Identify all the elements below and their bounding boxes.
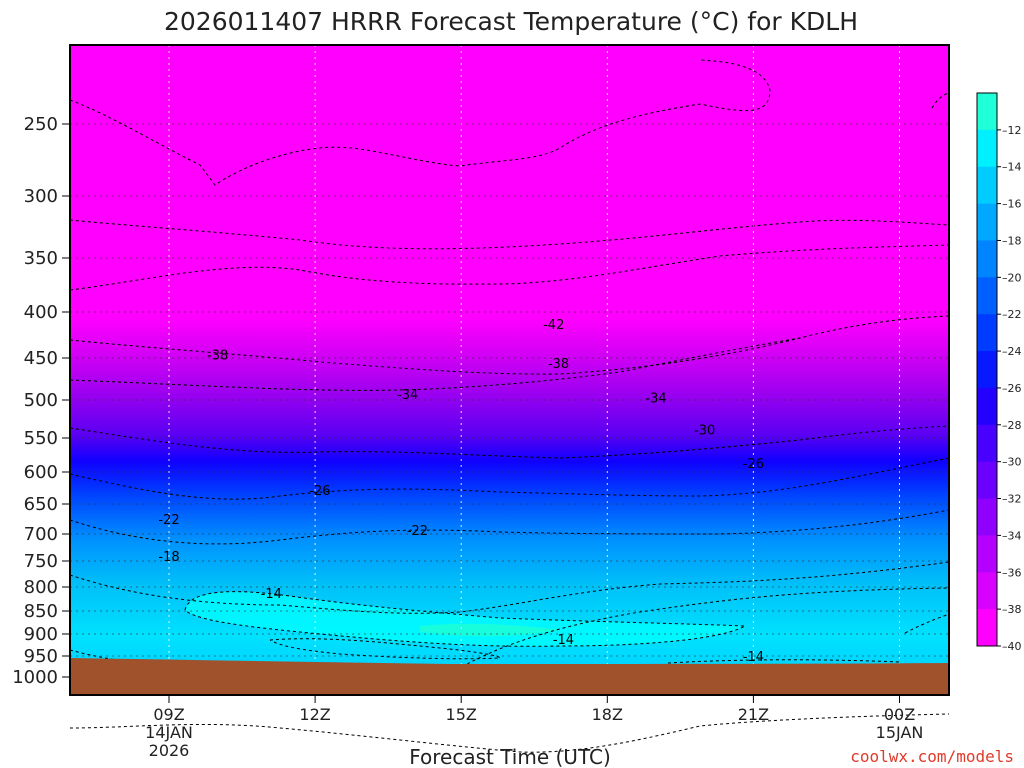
cold-core-region xyxy=(185,591,745,647)
colorbar-swatch xyxy=(977,93,997,131)
x-tick-label: 12Z xyxy=(299,705,330,724)
contour-labels: -42 -38 -38 -34 -34 -30 -26 -26 -22 -22 -18 -14 -14 -… xyxy=(158,318,764,665)
contour-label: -22 xyxy=(407,524,428,539)
contour-label: -18 xyxy=(158,550,179,565)
x-tick-label: 21Z xyxy=(738,705,769,724)
contour-label: -38 xyxy=(207,348,228,363)
colorbar-tick-label: –28 xyxy=(1002,419,1022,432)
isotherm-line xyxy=(69,561,950,614)
contour-label: -26 xyxy=(743,457,764,472)
y-tick-label: 900 xyxy=(24,624,58,645)
colorbar-swatch xyxy=(977,277,997,315)
colorbar-swatch xyxy=(977,240,997,278)
x-tick-label: 18Z xyxy=(592,705,623,724)
grid-lines xyxy=(70,45,949,695)
isotherm-line xyxy=(931,92,950,109)
colorbar-tick-label: –34 xyxy=(1002,529,1022,542)
isotherm-line xyxy=(69,457,950,500)
plot-frame xyxy=(69,44,950,696)
contour-label: -42 xyxy=(543,318,564,333)
terrain-fill xyxy=(70,658,949,695)
x-tick-sublabel: 2026 xyxy=(149,741,190,760)
cold-core-outer xyxy=(185,591,745,647)
contour-label: -26 xyxy=(309,484,330,499)
colorbar-tick-label: –40 xyxy=(1002,640,1022,653)
y-tick-label: 650 xyxy=(24,494,58,515)
y-tick-label: 350 xyxy=(24,248,58,269)
x-tick-label: 15Z xyxy=(446,705,477,724)
isotherm-line xyxy=(184,591,747,647)
colorbar-swatch xyxy=(977,351,997,389)
colorbar-tick-label: –14 xyxy=(1002,161,1022,174)
y-axis: 2503003504004505005506006507007508008509… xyxy=(12,114,70,688)
isotherm-line xyxy=(69,713,950,753)
y-tick-label: 750 xyxy=(24,551,58,572)
colorbar-swatch xyxy=(977,129,997,168)
isotherm-line xyxy=(69,219,950,250)
colorbar-swatch xyxy=(977,609,997,647)
y-tick-label: 400 xyxy=(24,302,58,323)
contour-lines xyxy=(69,59,950,753)
y-tick-label: 500 xyxy=(24,390,58,411)
colorbar-tick-label: –18 xyxy=(1002,234,1022,247)
colorbar-swatch xyxy=(977,203,997,241)
isotherm-line xyxy=(69,315,950,375)
credit-text: coolwx.com/models xyxy=(850,747,1014,766)
colorbar-swatch xyxy=(977,314,997,352)
colorbar-swatch xyxy=(977,166,997,205)
isotherm-line xyxy=(667,659,901,664)
colorbar-swatch xyxy=(977,424,997,463)
x-tick-label: 00Z xyxy=(884,705,915,724)
contour-label: -22 xyxy=(158,513,179,528)
contour-label: -38 xyxy=(548,357,569,372)
y-tick-label: 950 xyxy=(24,646,58,667)
contour-label: -14 xyxy=(261,587,282,602)
colorbar: –12 –14 –16 –18 –20 –22 –24 –26 –28 –30 –32 –34 –36 –… xyxy=(976,92,1022,653)
colorbar-tick-label: –16 xyxy=(1002,198,1022,211)
x-tick-label: 09Z xyxy=(153,705,184,724)
colorbar-swatch xyxy=(977,572,997,610)
y-tick-label: 450 xyxy=(24,348,58,369)
chart-title: 2026011407 HRRR Forecast Temperature (°C… xyxy=(164,7,858,36)
colorbar-frame xyxy=(976,92,998,647)
colorbar-tick-label: –30 xyxy=(1002,456,1022,469)
contour-label: -34 xyxy=(397,388,418,403)
x-axis-label: Forecast Time (UTC) xyxy=(409,745,611,768)
y-tick-label: 300 xyxy=(24,186,58,207)
colorbar-tick-label: –22 xyxy=(1002,308,1022,321)
contour-label: -30 xyxy=(694,424,715,439)
y-tick-label: 700 xyxy=(24,524,58,545)
colorbar-swatch xyxy=(977,461,997,500)
contour-label: -14 xyxy=(743,650,764,665)
contour-label: -34 xyxy=(645,391,666,406)
isotherm-line xyxy=(69,59,771,186)
isotherm-line xyxy=(904,613,950,634)
y-tick-label: 250 xyxy=(24,114,58,135)
colorbar-tick-label: –12 xyxy=(1002,124,1022,137)
y-tick-label: 600 xyxy=(24,462,58,483)
colorbar-swatch xyxy=(977,387,997,426)
y-tick-label: 1000 xyxy=(12,667,58,688)
isotherm-line xyxy=(69,337,801,391)
cold-core-inner xyxy=(420,623,560,637)
x-tick-sublabel: 14JAN xyxy=(145,723,193,742)
isotherm-line xyxy=(69,244,950,291)
colorbar-tick-label: –36 xyxy=(1002,566,1022,579)
colorbar-tick-label: –38 xyxy=(1002,603,1022,616)
colorbar-tick-label: –24 xyxy=(1002,345,1022,358)
y-tick-label: 800 xyxy=(24,577,58,598)
x-tick-sublabel: 15JAN xyxy=(876,723,924,742)
colorbar-swatch xyxy=(977,535,997,573)
colorbar-tick-label: –20 xyxy=(1002,271,1022,284)
colorbar-swatch xyxy=(977,498,997,536)
contour-label: -14 xyxy=(553,633,574,648)
y-tick-label: 550 xyxy=(24,428,58,449)
colorbar-tick-label: –26 xyxy=(1002,382,1022,395)
isotherm-line xyxy=(69,509,950,545)
colorbar-tick-label: –32 xyxy=(1002,493,1022,506)
y-tick-label: 850 xyxy=(24,601,58,622)
